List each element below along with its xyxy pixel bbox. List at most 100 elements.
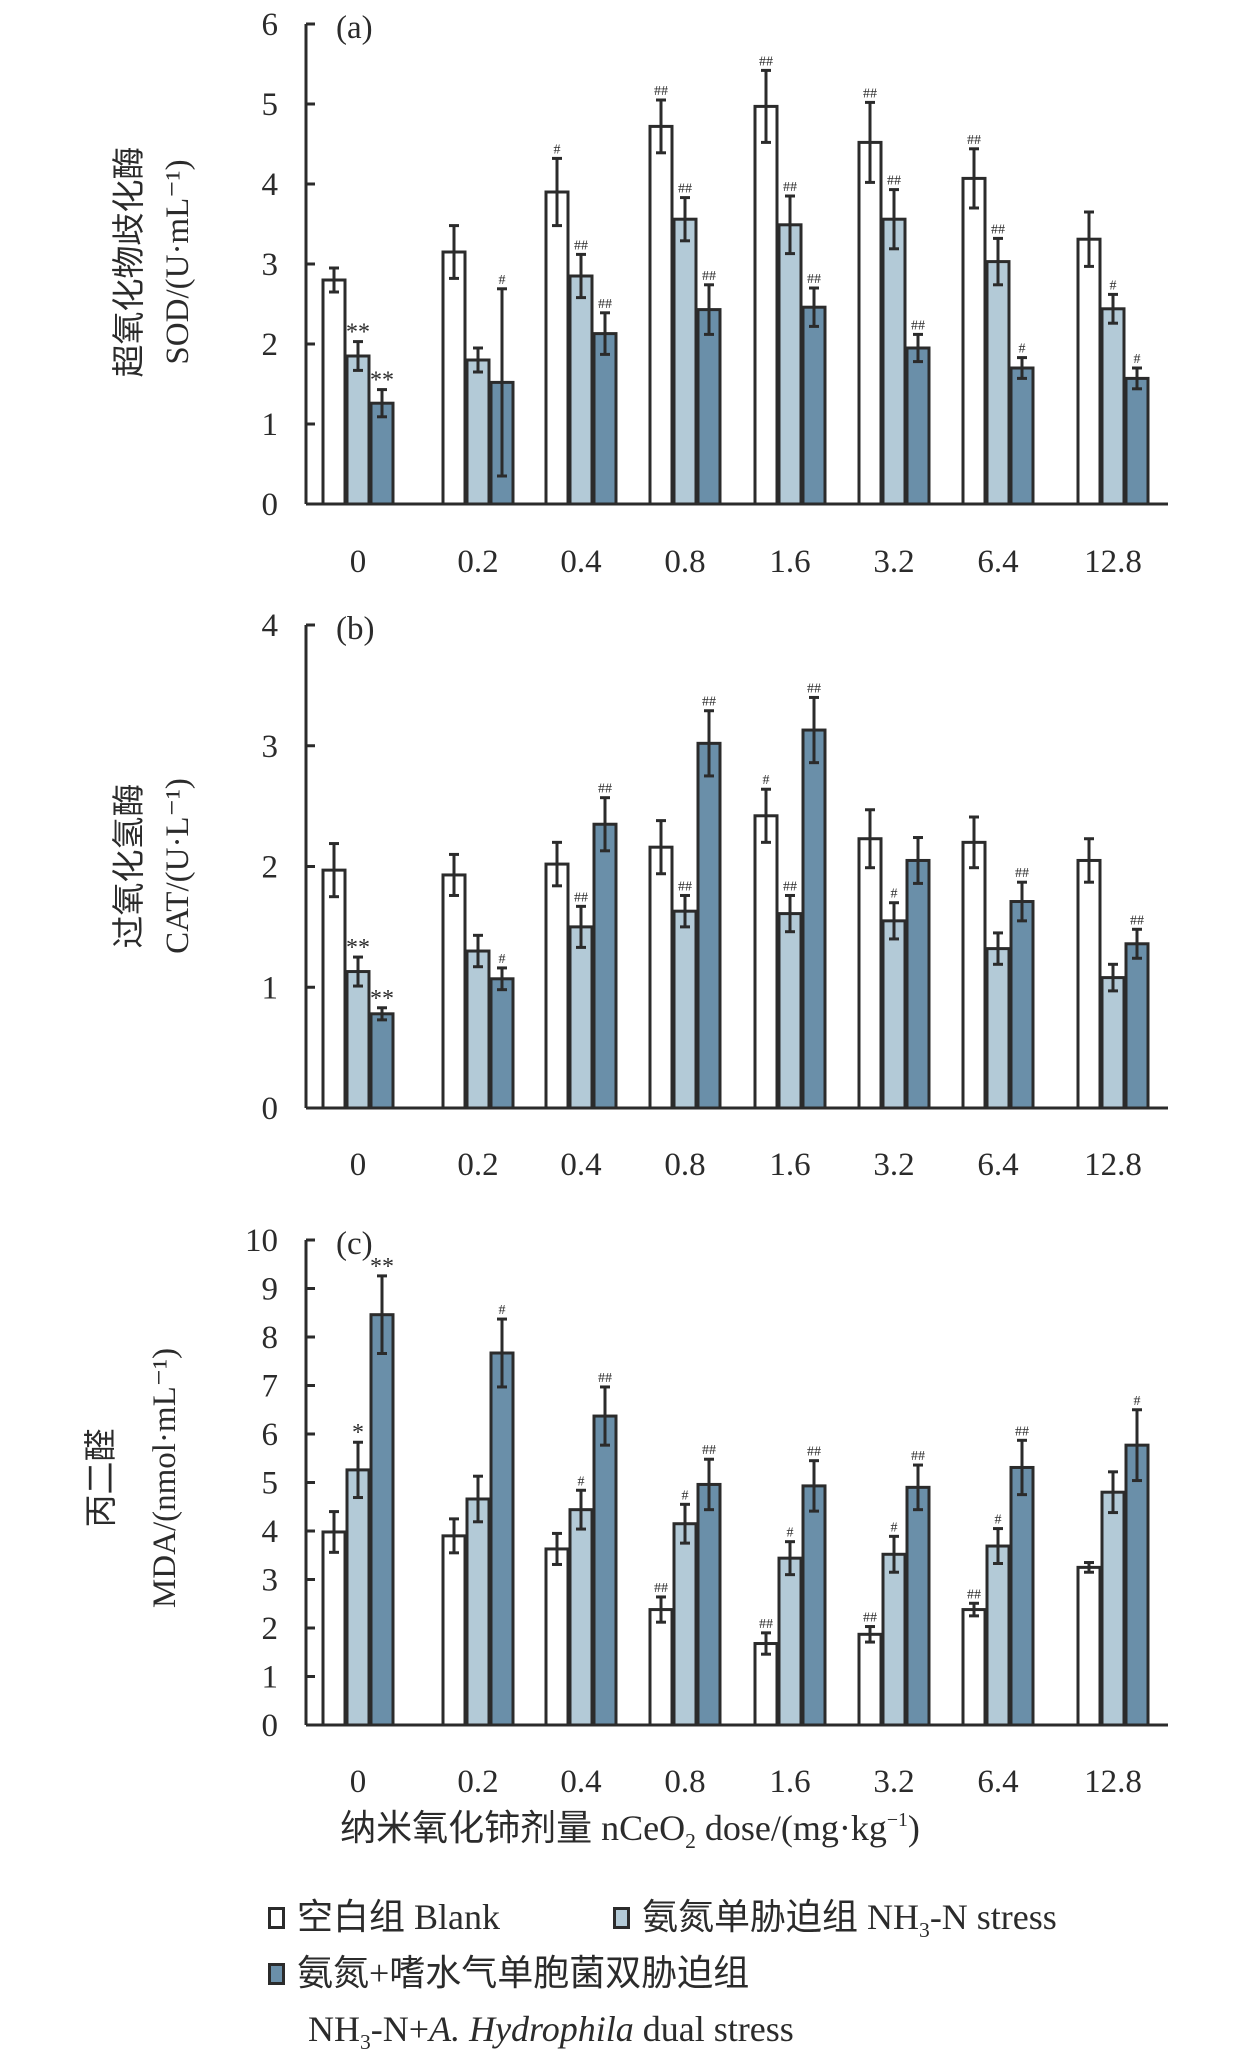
significance-mark: # xyxy=(995,1513,1002,1528)
legend-label-cn: 空白组 xyxy=(297,1897,406,1937)
y-tick-label: 5 xyxy=(262,87,279,123)
bar xyxy=(648,124,674,506)
y-tick-label: 2 xyxy=(262,850,279,886)
y-tick-label: 3 xyxy=(262,729,279,765)
significance-mark: ## xyxy=(1015,1424,1029,1439)
significance-mark: ** xyxy=(370,986,394,1012)
bar xyxy=(1009,900,1035,1110)
significance-mark: ## xyxy=(702,269,716,284)
x-tick-label: 3.2 xyxy=(873,1764,914,1800)
x-tick-label: 0.2 xyxy=(457,1764,498,1800)
y-tick-label: 9 xyxy=(262,1272,279,1308)
bar xyxy=(1076,858,1102,1110)
x-tick-label: 6.4 xyxy=(977,1147,1018,1183)
legend-swatch-blank xyxy=(268,1906,285,1929)
significance-mark: # xyxy=(1134,1394,1141,1409)
bar xyxy=(801,305,827,506)
legend-swatch-dual xyxy=(268,1962,285,1985)
significance-mark: ## xyxy=(783,879,797,894)
y-tick-label: 1 xyxy=(262,407,279,443)
bar xyxy=(753,1642,779,1727)
x-tick-label: 0 xyxy=(350,1147,367,1183)
bar xyxy=(1076,237,1102,506)
legend-item-dual: 氨氮+嗜水气单胞菌双胁迫组 xyxy=(268,1951,749,1995)
significance-mark: ## xyxy=(702,1443,716,1458)
bar xyxy=(1009,1465,1035,1727)
bar xyxy=(672,1522,698,1727)
bar xyxy=(696,308,722,506)
x-tick-label: 3.2 xyxy=(873,544,914,580)
significance-mark: ## xyxy=(863,1611,877,1626)
bar xyxy=(1124,1443,1150,1727)
significance-mark: ## xyxy=(678,182,692,197)
y-tick-label: 6 xyxy=(262,7,279,43)
bar xyxy=(1124,942,1150,1110)
significance-mark: # xyxy=(1110,278,1117,293)
significance-mark: # xyxy=(578,1474,585,1489)
bar xyxy=(369,401,395,506)
y-tick-label: 0 xyxy=(262,487,279,523)
significance-mark: # xyxy=(1134,352,1141,367)
significance-mark: ** xyxy=(370,368,394,394)
significance-mark: ## xyxy=(1015,866,1029,881)
x-tick-label: 12.8 xyxy=(1084,1147,1142,1183)
significance-mark: * xyxy=(352,1420,364,1446)
bar xyxy=(672,909,698,1110)
bar xyxy=(345,1468,371,1727)
legend-label-cn: 氨氮单胁迫组 xyxy=(642,1897,859,1937)
legend-label-en-post: dual stress xyxy=(633,2009,794,2049)
bar xyxy=(465,949,491,1110)
bar xyxy=(592,332,618,506)
significance-mark: ## xyxy=(967,1587,981,1602)
bar xyxy=(648,1608,674,1727)
bar xyxy=(905,346,931,506)
y-axis-label: SOD/(U·mL⁻¹) xyxy=(160,159,196,364)
significance-mark: # xyxy=(499,273,506,288)
significance-mark: ** xyxy=(370,1254,394,1280)
x-axis-title-unit: dose/(mg·kg xyxy=(704,1808,887,1848)
bar xyxy=(489,977,515,1110)
x-tick-label: 1.6 xyxy=(769,544,810,580)
bar xyxy=(905,858,931,1110)
bar xyxy=(369,1012,395,1110)
significance-mark: ## xyxy=(574,238,588,253)
significance-mark: ## xyxy=(863,86,877,101)
significance-mark: ## xyxy=(783,180,797,195)
x-axis-title: 纳米氧化铈剂量 nCeO2 dose/(mg·kg−1) xyxy=(0,1808,1260,1852)
y-tick-label: 4 xyxy=(262,608,279,644)
significance-mark: ## xyxy=(807,1445,821,1460)
bar xyxy=(961,176,987,506)
bar xyxy=(592,1414,618,1727)
bar xyxy=(961,840,987,1110)
bar xyxy=(961,1608,987,1727)
significance-mark: # xyxy=(891,1520,898,1535)
x-tick-label: 0 xyxy=(350,1764,367,1800)
bar xyxy=(881,1552,907,1727)
significance-mark: ## xyxy=(1130,913,1144,928)
x-tick-label: 12.8 xyxy=(1084,544,1142,580)
significance-mark: ## xyxy=(574,890,588,905)
x-axis-title-end: ) xyxy=(907,1808,920,1848)
y-axis-label-cn: 过氧化氢酶 xyxy=(111,784,148,949)
y-tick-label: 1 xyxy=(262,970,279,1006)
significance-mark: ## xyxy=(759,1617,773,1632)
y-tick-label: 8 xyxy=(262,1320,279,1356)
significance-mark: ## xyxy=(991,222,1005,237)
bar xyxy=(441,1534,467,1727)
significance-mark: ## xyxy=(911,1449,925,1464)
x-axis-title-sup: −1 xyxy=(886,1809,908,1831)
legend-label-en: NH xyxy=(308,2009,360,2049)
legend-item-nh3: 氨氮单胁迫组 NH3-N stress xyxy=(613,1895,1057,1941)
legend-label-cn: 氨氮+嗜水气单胞菌双胁迫组 xyxy=(297,1953,750,1993)
legend-swatch-nh3 xyxy=(613,1906,630,1929)
bar xyxy=(801,728,827,1110)
bar xyxy=(345,354,371,506)
y-tick-label: 5 xyxy=(262,1466,279,1502)
bar xyxy=(321,868,347,1110)
significance-mark: # xyxy=(763,773,770,788)
x-axis-title-sub: 2 xyxy=(685,1829,696,1853)
significance-mark: ## xyxy=(598,297,612,312)
y-tick-label: 3 xyxy=(262,247,279,283)
bar xyxy=(753,104,779,506)
